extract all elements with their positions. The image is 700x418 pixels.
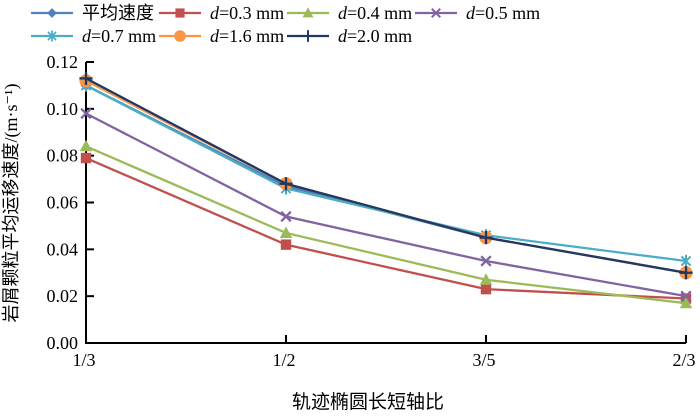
- legend-item-d=0.5 mm: d=0.5 mm: [414, 4, 542, 22]
- y-tick-label: 0.04: [47, 239, 79, 259]
- legend-label: d=0.3 mm: [210, 2, 285, 23]
- data-point-marker-square: [80, 152, 92, 164]
- circle-legend-icon: [159, 29, 201, 42]
- data-point-marker-x: [280, 210, 292, 223]
- legend-label: 平均速度: [82, 2, 154, 23]
- axis-labels: 轨迹椭圆长短轴比 岩屑颗粒平均运移速度/(m·s⁻¹): [1, 84, 444, 413]
- data-point-marker-triangle: [302, 6, 314, 17]
- x-tick-label: 1/2: [272, 350, 295, 370]
- asterisk-legend-icon: [31, 30, 73, 41]
- legend-row: d=0.7 mm d=1.6 mm d=2.0 mm: [30, 24, 690, 47]
- series-line: [85, 112, 687, 298]
- y-tick-label: 0.00: [47, 333, 79, 353]
- data-point-marker-x: [480, 255, 492, 267]
- legend-label: d=0.4 mm: [338, 2, 413, 23]
- data-point-marker-plus: [279, 177, 293, 191]
- data-point-marker-square: [175, 7, 185, 18]
- diamond-legend-icon: [31, 7, 73, 18]
- legend-item-d=0.3 mm: d=0.3 mm: [158, 4, 286, 22]
- y-tick-label: 0.02: [47, 286, 79, 306]
- y-tick-label: 0.08: [47, 146, 79, 166]
- x-tick-label: 2/3: [672, 350, 695, 370]
- triangle-legend-icon: [287, 6, 329, 17]
- x-legend-icon: [415, 7, 457, 18]
- data-point-marker-x: [431, 7, 441, 18]
- y-tick-label: 0.12: [47, 52, 79, 72]
- series-d=1.6 mm: [79, 74, 693, 280]
- data-point-marker-plus: [302, 29, 314, 42]
- legend-item-平均速度: 平均速度: [30, 4, 158, 22]
- square-legend-icon: [159, 7, 201, 18]
- series-line: [85, 145, 687, 305]
- data-point-marker-square: [480, 283, 492, 295]
- legend-item-d=1.6 mm: d=1.6 mm: [158, 27, 286, 45]
- data-point-marker-triangle: [279, 226, 293, 238]
- plus-legend-icon: [287, 29, 329, 42]
- data-point-marker-asterisk: [680, 254, 692, 268]
- data-point-marker-triangle: [679, 296, 693, 309]
- series-layer: [79, 71, 693, 309]
- legend-label: d=2.0 mm: [338, 25, 413, 46]
- series-line: [85, 79, 687, 274]
- legend-item-d=0.7 mm: d=0.7 mm: [30, 27, 158, 45]
- data-point-marker-plus: [479, 231, 493, 245]
- data-point-marker-triangle: [479, 273, 493, 285]
- chart-legend: 平均速度 d=0.3 mm d=0.4 mm d=0.5 mm d=0.7 mm d=1.…: [30, 1, 690, 47]
- data-point-marker-diamond: [47, 7, 57, 18]
- x-tick-label: 3/5: [472, 350, 495, 370]
- legend-row: 平均速度 d=0.3 mm d=0.4 mm d=0.5 mm: [30, 1, 690, 24]
- series-line: [85, 84, 687, 263]
- y-tick-label: 0.10: [47, 99, 79, 119]
- series-line: [85, 77, 687, 274]
- data-point-marker-square: [280, 239, 292, 250]
- series-d=0.5 mm: [80, 107, 692, 302]
- data-point-marker-x: [680, 290, 692, 302]
- legend-label: d=0.5 mm: [466, 2, 541, 23]
- axes: 0.00 0.02 0.04 0.06 0.08 0.10 0.12 1/3 1/2 3/5 2/3: [47, 52, 696, 370]
- series-d=0.4 mm: [79, 139, 693, 309]
- series-line: [85, 156, 687, 300]
- y-axis-title: 岩屑颗粒平均运移速度/(m·s⁻¹): [1, 84, 22, 323]
- legend-item-d=2.0 mm: d=2.0 mm: [286, 27, 414, 45]
- series-平均速度: [80, 79, 692, 279]
- legend-item-d=0.4 mm: d=0.4 mm: [286, 4, 414, 22]
- data-point-marker-circle: [174, 29, 186, 42]
- data-point-marker-asterisk: [47, 30, 57, 41]
- data-point-marker-x: [80, 107, 92, 120]
- data-point-marker-plus: [679, 266, 693, 280]
- legend-label: d=0.7 mm: [82, 25, 157, 46]
- data-point-marker-triangle: [79, 139, 93, 152]
- x-axis-title: 轨迹椭圆长短轴比: [292, 391, 444, 413]
- legend-label: d=1.6 mm: [210, 25, 285, 46]
- data-point-marker-plus: [79, 71, 93, 85]
- y-tick-label: 0.06: [47, 193, 79, 213]
- x-tick-label: 1/3: [72, 350, 95, 370]
- series-line: [85, 84, 687, 274]
- series-d=2.0 mm: [79, 71, 693, 280]
